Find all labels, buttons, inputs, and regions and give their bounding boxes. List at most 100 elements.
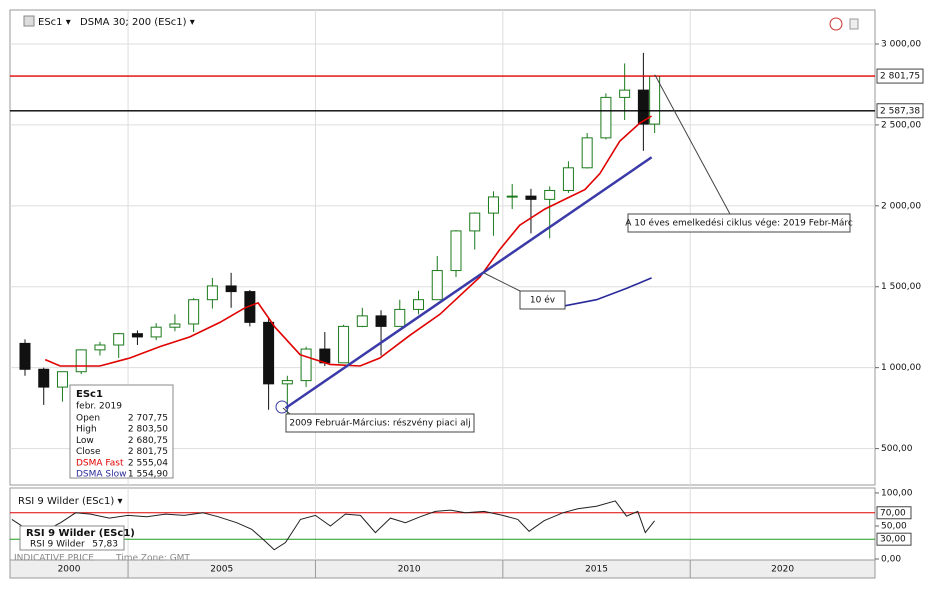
info-row-name: DSMA Slow [76, 470, 127, 480]
candle-body [131, 333, 143, 338]
rsi-box-value: 57,83 [92, 540, 118, 550]
grid: 500,00 1 000,00 1 500,00 2 000,00 2 500,00 3 … [10, 10, 921, 578]
candle-body [581, 137, 593, 169]
price-line-box [876, 68, 924, 84]
info-row-name: Low [76, 436, 94, 446]
candle-body [600, 96, 612, 139]
rsi-menu[interactable]: RSI 9 Wilder (ESc1) ▾ [18, 496, 123, 507]
window-icon[interactable] [849, 18, 859, 30]
info-row-value: 1 554,90 [128, 470, 168, 480]
info-title: ESc1 [76, 389, 103, 400]
candle-body [562, 167, 574, 191]
candle-body [188, 299, 200, 325]
info-row-value: 2 555,04 [128, 458, 168, 468]
low-marker [275, 400, 289, 414]
marks: 2 801,75 2 587,38 [10, 52, 924, 551]
candle-body [619, 89, 631, 98]
candle-body [469, 212, 481, 232]
moving-average [44, 115, 653, 367]
candle-body [281, 380, 293, 385]
info-row-name: Open [76, 414, 100, 424]
candle-body [113, 333, 125, 346]
candle-body [225, 285, 237, 293]
candle-body [525, 195, 537, 200]
x-tick-label: 2005 [210, 565, 233, 575]
price-line-label: 2 587,38 [880, 106, 920, 116]
candle-body [169, 323, 181, 328]
candle-body [375, 315, 387, 327]
candle-body [244, 291, 256, 323]
candle-body [338, 325, 350, 364]
info-row-value: 2 801,75 [128, 447, 168, 457]
overlay: A 10 éves emelkedési ciklus vége: 2019 F… [19, 74, 853, 551]
candle-body [637, 89, 649, 125]
y-tick-label: 50,00 [881, 521, 907, 531]
symbol-icon[interactable] [23, 15, 35, 27]
x-tick-label: 2015 [585, 565, 608, 575]
level-label: 70,00 [880, 508, 906, 518]
candle-body [394, 308, 406, 327]
info-row-name: Close [76, 447, 101, 457]
annotation-box [519, 290, 566, 310]
price-line-box [876, 103, 924, 119]
time-axis [9, 559, 876, 579]
candle-body [56, 371, 68, 388]
candle-body [19, 342, 31, 370]
y-tick-label: 2 500,00 [881, 120, 921, 130]
level-label-box [876, 532, 912, 546]
y-tick-label: 2 000,00 [881, 201, 921, 211]
rsi-box-title: RSI 9 Wilder (ESc1) [26, 528, 135, 539]
rsi-line [11, 500, 655, 551]
y-tick-label: 500,00 [881, 444, 913, 454]
candle-body [263, 321, 275, 385]
candle-body [413, 299, 425, 310]
candle-body [506, 195, 518, 198]
candle-body [150, 326, 162, 338]
level-label-box [876, 506, 912, 520]
y-tick-label: 0,00 [881, 555, 901, 565]
x-tick-label: 2000 [58, 565, 81, 575]
info-row-value: 2 803,50 [128, 425, 168, 435]
rsi-box-name: RSI 9 Wilder [30, 540, 85, 550]
candle-body [94, 344, 106, 351]
candle-body [75, 349, 87, 373]
trendline [284, 156, 653, 410]
x-tick-label: 2010 [398, 565, 421, 575]
info-row-value: 2 707,75 [128, 414, 168, 424]
price-line-label: 2 801,75 [880, 72, 920, 82]
candle-body [300, 348, 312, 382]
annotation: 10 év [530, 295, 556, 306]
info-row-name: High [76, 425, 97, 435]
annotation: A 10 éves emelkedési ciklus vége: 2019 F… [625, 218, 853, 229]
y-tick-label: 100,00 [881, 488, 913, 498]
annotation-box [627, 213, 851, 233]
rsi-box [19, 525, 125, 551]
x-tick-label: 2020 [771, 565, 794, 575]
moving-average [562, 277, 652, 307]
candle-body [450, 230, 462, 272]
annotation-pointer [654, 74, 731, 215]
candle-body [487, 196, 499, 214]
y-tick-label: 1 000,00 [881, 363, 921, 373]
level-label: 30,00 [880, 535, 906, 545]
candle-body [38, 368, 50, 388]
candle-body [206, 285, 218, 301]
y-tick-label: 1 500,00 [881, 282, 921, 292]
indicator-menu[interactable]: DSMA 30; 200 (ESc1) ▾ [80, 17, 195, 28]
footer-zone: Time Zone: GMT [115, 554, 190, 564]
annotation-box [285, 413, 475, 433]
symbol-menu[interactable]: ESc1 ▾ [38, 17, 71, 28]
info-box [69, 384, 174, 479]
rsi-panel [9, 487, 876, 561]
info-row-name: DSMA Fast [76, 458, 124, 468]
candle-body [356, 315, 368, 327]
candle-body [431, 270, 443, 301]
clock-icon[interactable] [829, 17, 843, 31]
info-row-value: 2 680,75 [128, 436, 168, 446]
footer-price: INDICATIVE PRICE [14, 554, 94, 564]
candle-body [544, 189, 556, 200]
annotation-pointer [483, 272, 521, 292]
annotation: 2009 Február-Március: részvény piaci alj [289, 418, 470, 429]
y-tick-label: 3 000,00 [881, 39, 921, 49]
